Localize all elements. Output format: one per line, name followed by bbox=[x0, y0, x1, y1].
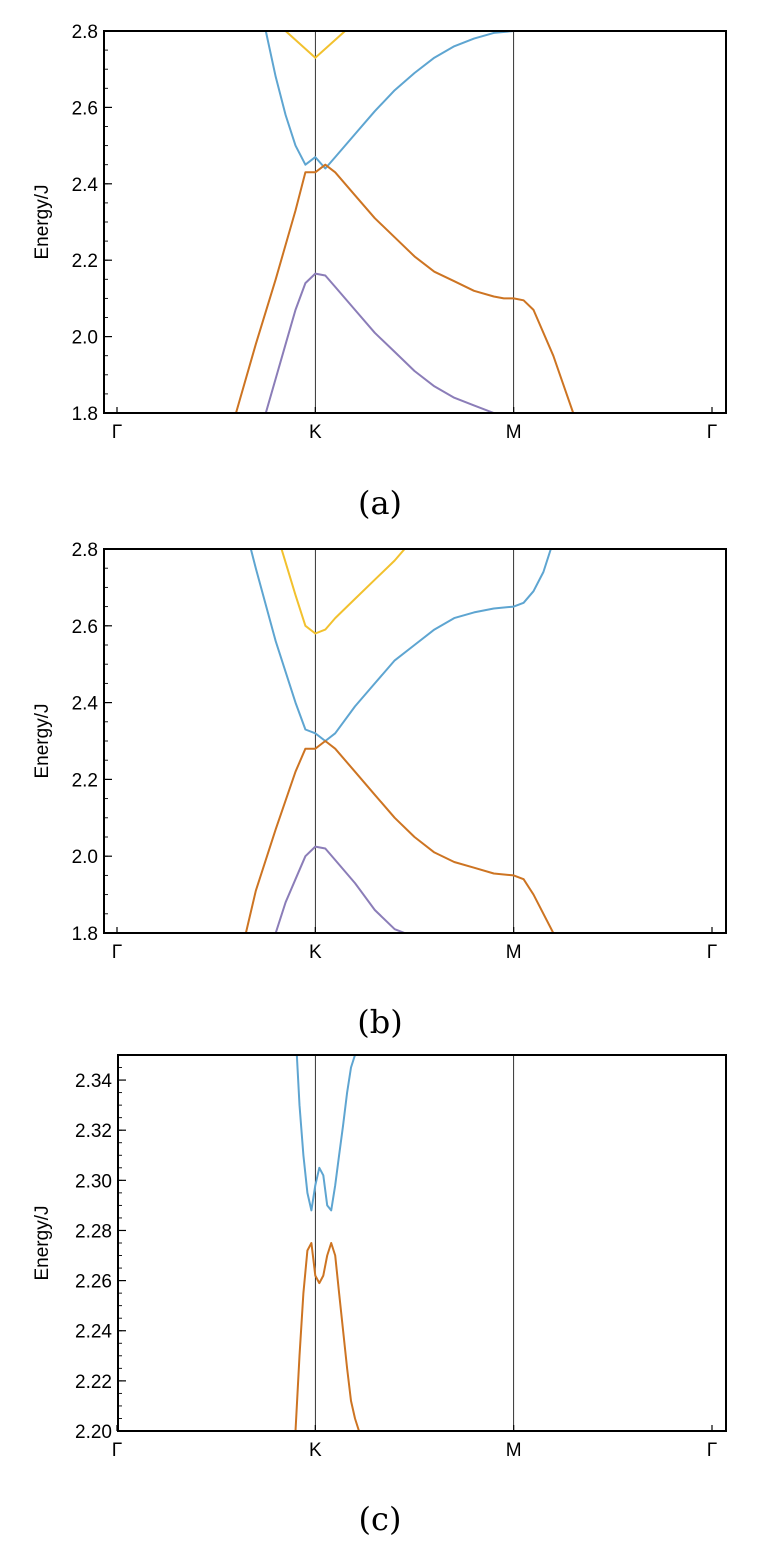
y-tick-label: 2.32 bbox=[75, 1121, 112, 1142]
band-line-2 bbox=[249, 549, 552, 742]
x-tick-label: Γ bbox=[707, 1440, 717, 1461]
y-tick-label: 2.6 bbox=[72, 98, 98, 119]
y-tick-label: 2.4 bbox=[72, 175, 99, 196]
y-tick-label: 2.34 bbox=[75, 1071, 112, 1092]
x-tick-label: Γ bbox=[707, 942, 717, 963]
band-line-2 bbox=[294, 1242, 361, 1431]
plot-frame bbox=[117, 1054, 727, 1432]
x-tick-label: K bbox=[309, 942, 322, 963]
y-tick-label: 2.26 bbox=[75, 1272, 112, 1293]
x-tick-label: Γ bbox=[112, 1440, 122, 1461]
x-tick-label: K bbox=[309, 422, 322, 443]
x-tick-label: Γ bbox=[112, 942, 122, 963]
panel-a: 1.8 2.0 2.2 2.4 2.6 2.8 Γ K M Γ Energy/J (a) bbox=[32, 22, 727, 522]
band-line-1 bbox=[284, 31, 347, 59]
y-tick-label: 2.4 bbox=[72, 694, 99, 715]
y-tick-label: 2.2 bbox=[72, 251, 98, 272]
band-line-3 bbox=[235, 163, 575, 413]
panel-caption: (c) bbox=[359, 1500, 402, 1538]
y-tick-label: 2.8 bbox=[72, 22, 98, 43]
band-line-1 bbox=[295, 1055, 357, 1212]
y-tick-label: 1.8 bbox=[72, 924, 98, 945]
x-tick-label: Γ bbox=[707, 422, 717, 443]
y-axis-label: Energy/J bbox=[32, 704, 53, 779]
x-tick-label: K bbox=[309, 1440, 322, 1461]
band-line-4 bbox=[274, 845, 406, 933]
y-axis-label: Energy/J bbox=[32, 1206, 53, 1281]
x-tick-label: M bbox=[506, 942, 522, 963]
plot-frame bbox=[103, 30, 727, 414]
y-tick-label: 2.6 bbox=[72, 617, 98, 638]
y-tick-label: 2.20 bbox=[75, 1422, 112, 1443]
y-tick-label: 2.30 bbox=[75, 1171, 112, 1192]
y-tick-label: 2.0 bbox=[72, 847, 98, 868]
y-axis-label: Energy/J bbox=[32, 185, 53, 260]
band-line-2 bbox=[264, 31, 515, 170]
y-tick-label: 2.28 bbox=[75, 1221, 112, 1242]
x-tick-label: Γ bbox=[112, 422, 122, 443]
y-tick-label: 2.2 bbox=[72, 770, 98, 791]
panel-caption: (a) bbox=[358, 484, 402, 522]
band-line-4 bbox=[264, 272, 495, 413]
panel-b: 1.8 2.0 2.2 2.4 2.6 2.8 Γ K M Γ Energy/J (b) bbox=[32, 540, 727, 1041]
band-line-3 bbox=[244, 740, 555, 933]
x-tick-label: M bbox=[506, 1440, 522, 1461]
y-tick-label: 2.24 bbox=[75, 1322, 112, 1343]
y-tick-label: 2.8 bbox=[72, 540, 98, 561]
x-tick-label: M bbox=[506, 422, 522, 443]
y-tick-label: 2.22 bbox=[75, 1372, 112, 1393]
panel-caption: (b) bbox=[357, 1003, 402, 1041]
y-tick-label: 2.0 bbox=[72, 328, 98, 349]
band-line-1 bbox=[280, 549, 406, 635]
panel-c: 2.20 2.22 2.24 2.26 2.28 2.30 2.32 2.34 Γ K M Γ Ener… bbox=[32, 1054, 727, 1538]
plot-frame bbox=[103, 548, 727, 934]
y-tick-label: 1.8 bbox=[72, 404, 98, 425]
